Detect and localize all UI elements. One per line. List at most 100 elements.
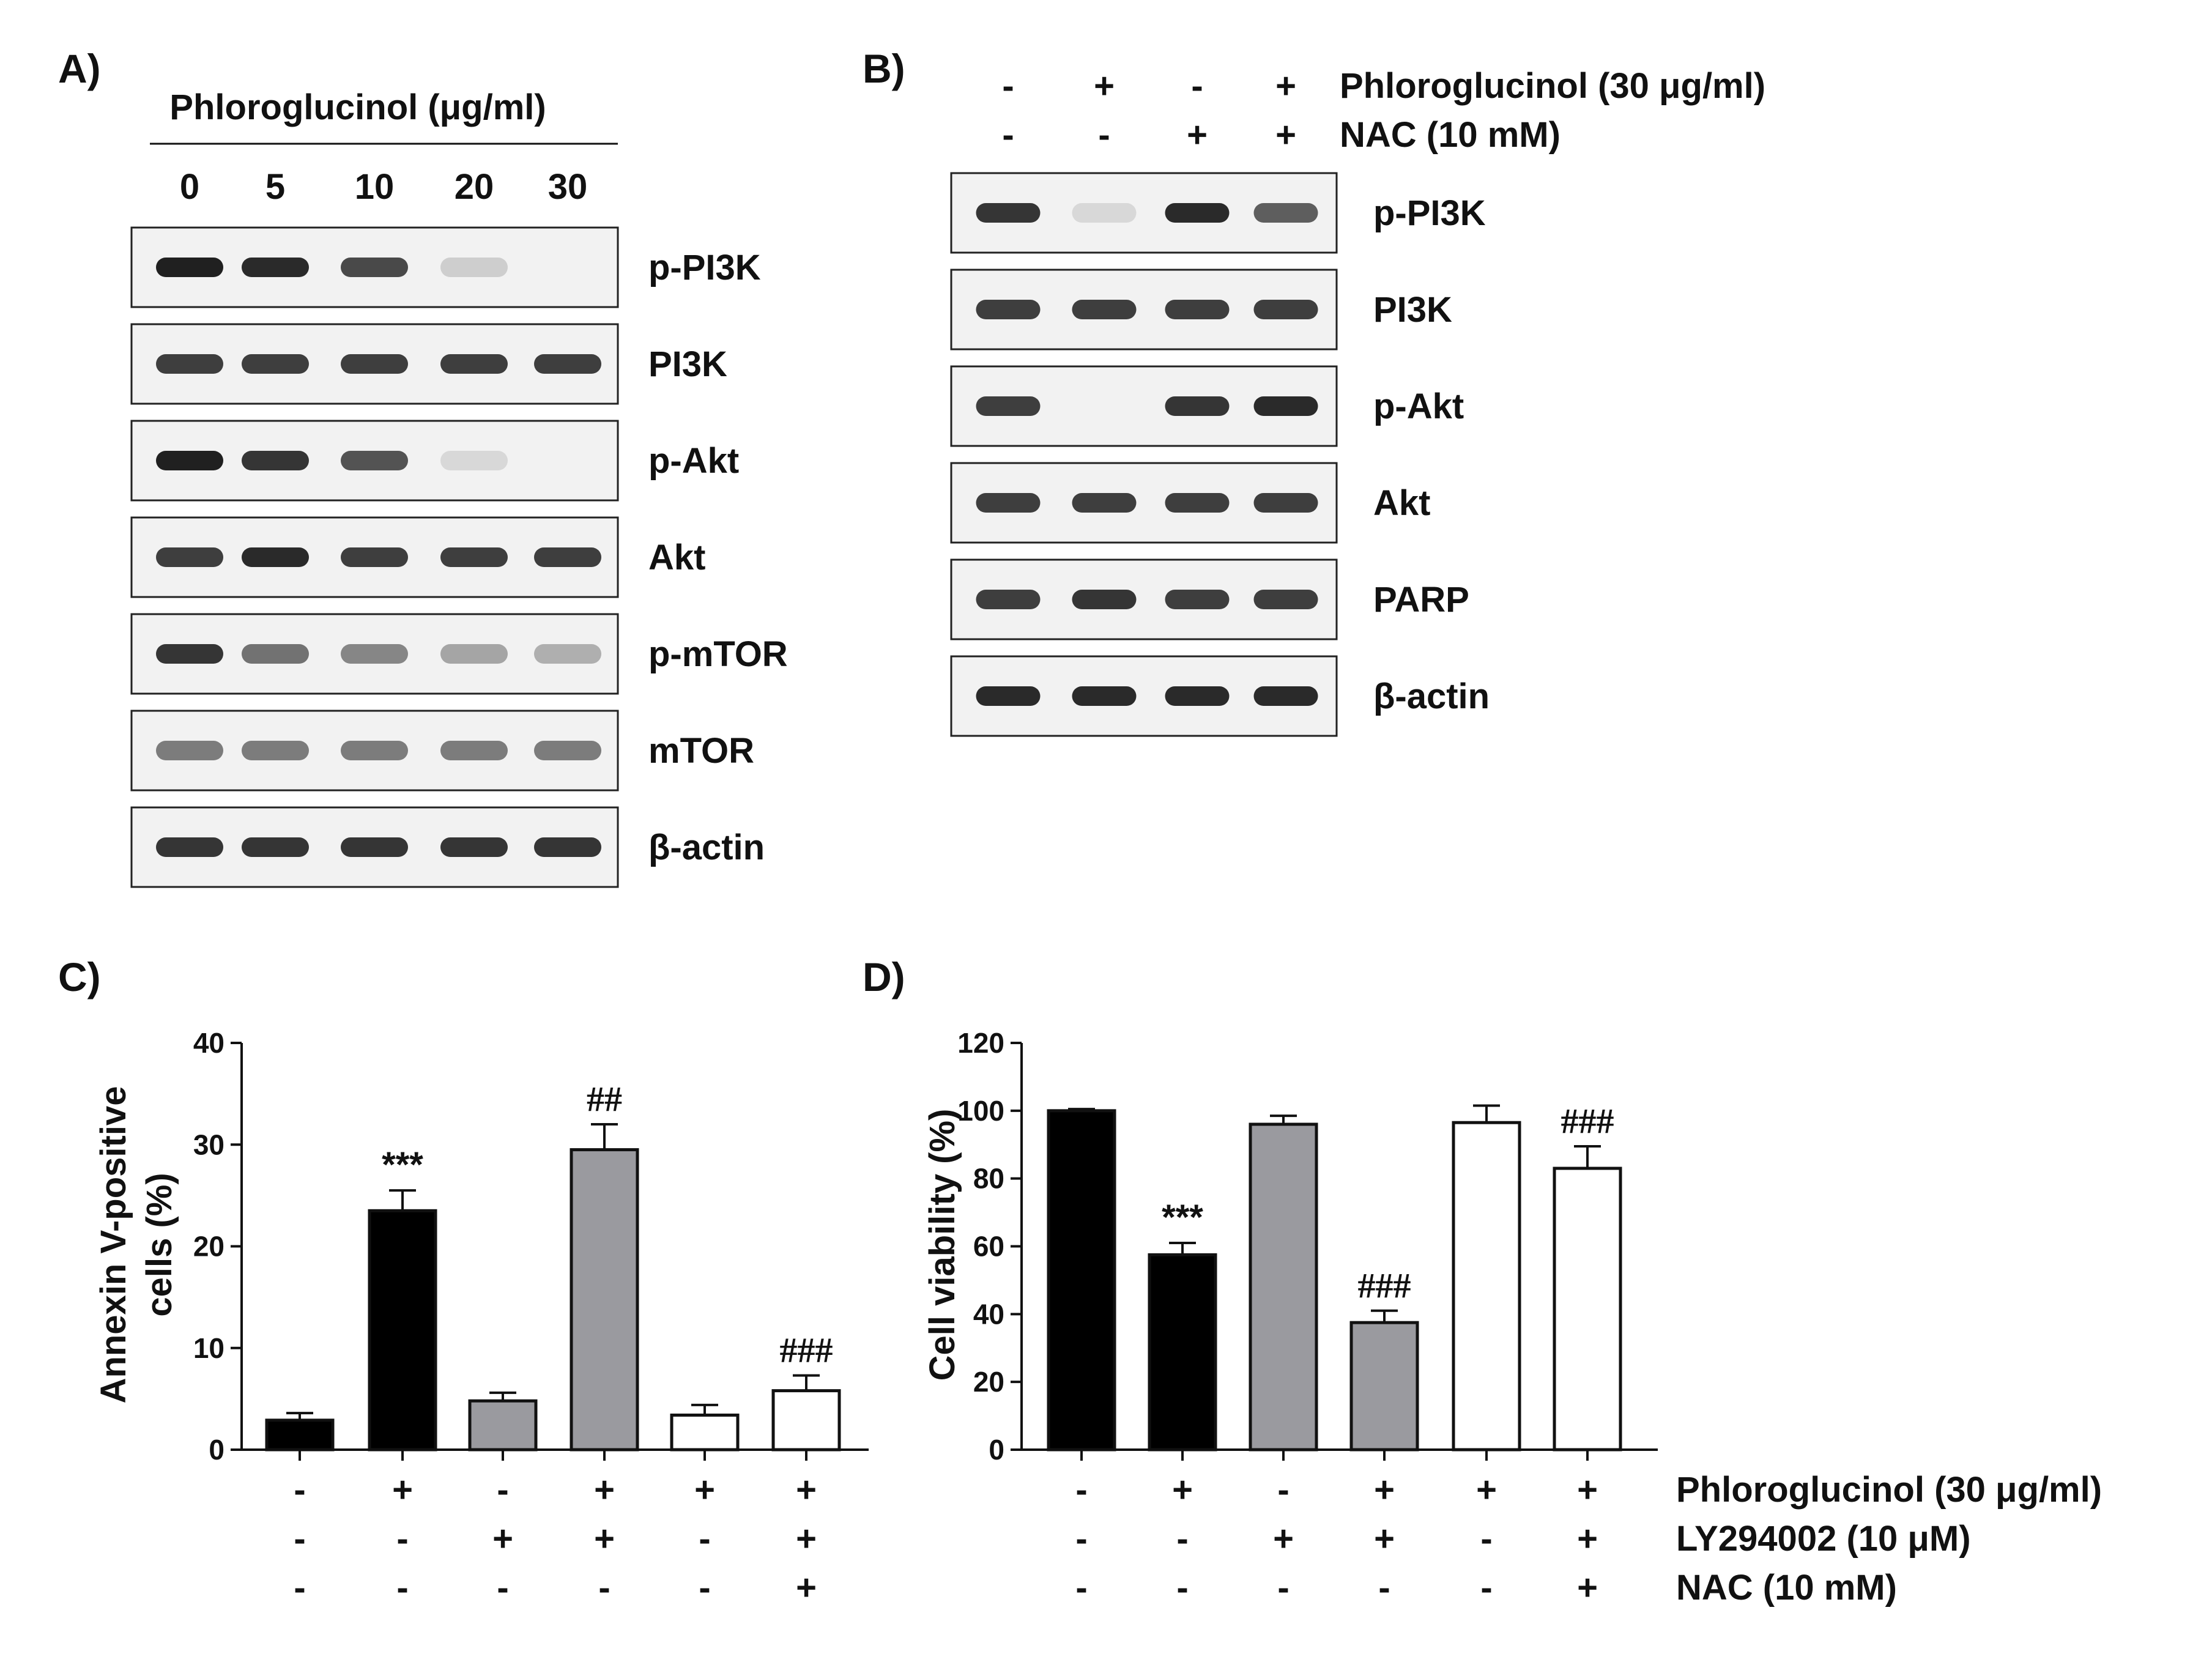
- panel-a-blot-band: [242, 741, 309, 760]
- treatment-label: NAC (10 mM): [1340, 115, 1561, 155]
- significance-label: ***: [1162, 1198, 1203, 1237]
- panel-b-blot-row: PARP: [950, 558, 1469, 640]
- treatment-sign: -: [396, 1519, 408, 1559]
- y-tick-label: 10: [193, 1332, 225, 1364]
- treatment-sign: +: [1094, 66, 1115, 106]
- significance-label: ###: [1358, 1266, 1411, 1305]
- panel-b-blot-band: [976, 300, 1041, 319]
- treatment-sign: -: [1176, 1568, 1188, 1608]
- panel-b-blot-band: [1165, 203, 1230, 223]
- treatment-sign: +: [1476, 1470, 1497, 1510]
- panel-b-letter: B): [863, 46, 905, 91]
- treatment-sign: -: [699, 1568, 710, 1608]
- panel-a-blot-protein-label: PI3K: [648, 344, 727, 384]
- panel-a-blot-band: [534, 644, 601, 664]
- panel-a-blot-protein-label: mTOR: [648, 731, 754, 771]
- panel-a-blot-protein-label: p-PI3K: [648, 248, 761, 287]
- treatment-label: Phloroglucinol (30 μg/ml): [1340, 66, 1765, 106]
- treatment-sign: +: [1577, 1519, 1598, 1559]
- treatment-sign: -: [1002, 115, 1014, 155]
- panel-b-blot-band: [1165, 493, 1230, 513]
- panel-a-blot-band: [440, 547, 508, 567]
- panel-b-blot-band: [976, 590, 1041, 609]
- panel-a-blot-protein-label: Akt: [648, 538, 705, 577]
- y-tick-label: 30: [193, 1129, 225, 1160]
- treatment-sign: +: [1374, 1470, 1395, 1510]
- treatment-sign: -: [1002, 66, 1014, 106]
- panel-b-blot-band: [1072, 203, 1137, 223]
- panel-b-blot-band: [1072, 300, 1137, 319]
- y-tick-label: 80: [973, 1163, 1004, 1195]
- y-tick-label: 20: [193, 1231, 225, 1263]
- panel-d-letter: D): [863, 954, 905, 999]
- panel-a-blot-band: [534, 837, 601, 857]
- treatment-sign: +: [1374, 1519, 1395, 1559]
- panel-b-blot-row: p-Akt: [950, 365, 1464, 447]
- treatment-sign: -: [294, 1470, 305, 1510]
- y-tick-label: 20: [973, 1366, 1004, 1398]
- bar: [1148, 1253, 1217, 1452]
- panel-a-blot-band: [242, 837, 309, 857]
- panel-a-blot-band: [341, 741, 408, 760]
- treatment-sign: +: [1577, 1470, 1598, 1510]
- treatment-sign: -: [1480, 1568, 1492, 1608]
- panel-a-blot-band: [341, 451, 408, 470]
- y-tick-label: 120: [957, 1027, 1004, 1059]
- panel-b-blot-band: [1072, 493, 1137, 513]
- lane-label: 30: [548, 167, 588, 207]
- panel-b-blot-protein-label: p-PI3K: [1373, 193, 1486, 233]
- panel-a-blot-band: [440, 644, 508, 664]
- treatment-sign: +: [796, 1519, 817, 1559]
- panel-b-blot-band: [976, 686, 1041, 706]
- panel-a-blot-band: [440, 837, 508, 857]
- panel-a-blot-band: [156, 547, 223, 567]
- panel-b-blot-protein-label: PARP: [1373, 580, 1469, 620]
- panel-b-blot-protein-label: PI3K: [1373, 290, 1452, 330]
- y-tick-label: 60: [973, 1231, 1004, 1263]
- panel-b-blot-band: [1072, 686, 1137, 706]
- panel-b-blot-protein-label: p-Akt: [1373, 387, 1464, 426]
- panel-a-blot-row: Akt: [130, 516, 705, 598]
- panel-a-blot-band: [440, 741, 508, 760]
- panel-b-blot-band: [976, 203, 1041, 223]
- bar: [1249, 1122, 1318, 1452]
- significance-label: ###: [780, 1330, 833, 1370]
- treatment-label: Phloroglucinol (30 μg/ml): [1676, 1470, 2102, 1510]
- treatment-sign: -: [1191, 66, 1203, 106]
- panel-a-blot-row: p-mTOR: [130, 613, 788, 695]
- panel-a-blot-band: [534, 547, 601, 567]
- panel-b-blot-band: [976, 493, 1041, 513]
- bar: [1452, 1121, 1521, 1452]
- panel-b-blot-band: [1165, 590, 1230, 609]
- panel-b-blot-band: [1165, 686, 1230, 706]
- panel-a-blot-band: [440, 354, 508, 374]
- panel-a-blot-band: [242, 547, 309, 567]
- panel-b-blot-band: [1253, 396, 1318, 416]
- treatment-sign: -: [1098, 115, 1110, 155]
- panel-a-blot-band: [242, 258, 309, 277]
- y-tick-label: 40: [193, 1027, 225, 1059]
- panel-d-plot: 0 20 40 60 80 100 120 *** ### ### - + - + + + Phlorogluc…: [957, 1027, 2102, 1608]
- panel-a-blot-band: [534, 741, 601, 760]
- treatment-sign: +: [694, 1470, 715, 1510]
- bar: [468, 1399, 538, 1452]
- panel-a-blot-band: [156, 451, 223, 470]
- panel-b-blot-band: [1165, 300, 1230, 319]
- panel-b-blot-row: β-actin: [950, 655, 1490, 737]
- bar: [670, 1413, 740, 1452]
- panel-a-blot-row: mTOR: [130, 710, 754, 792]
- treatment-sign: -: [294, 1519, 305, 1559]
- panel-a-blot-band: [242, 644, 309, 664]
- panel-a-blot-band: [341, 258, 408, 277]
- bar: [1349, 1321, 1419, 1452]
- treatment-sign: -: [1176, 1519, 1188, 1559]
- treatment-sign: +: [594, 1470, 615, 1510]
- treatment-sign: -: [1277, 1470, 1289, 1510]
- panel-a-blot-band: [440, 451, 508, 470]
- treatment-sign: +: [1577, 1568, 1598, 1608]
- y-tick-label: 0: [209, 1434, 225, 1466]
- panel-a-blot-band: [341, 837, 408, 857]
- treatment-sign: -: [1480, 1519, 1492, 1559]
- y-tick-label: 0: [989, 1434, 1004, 1466]
